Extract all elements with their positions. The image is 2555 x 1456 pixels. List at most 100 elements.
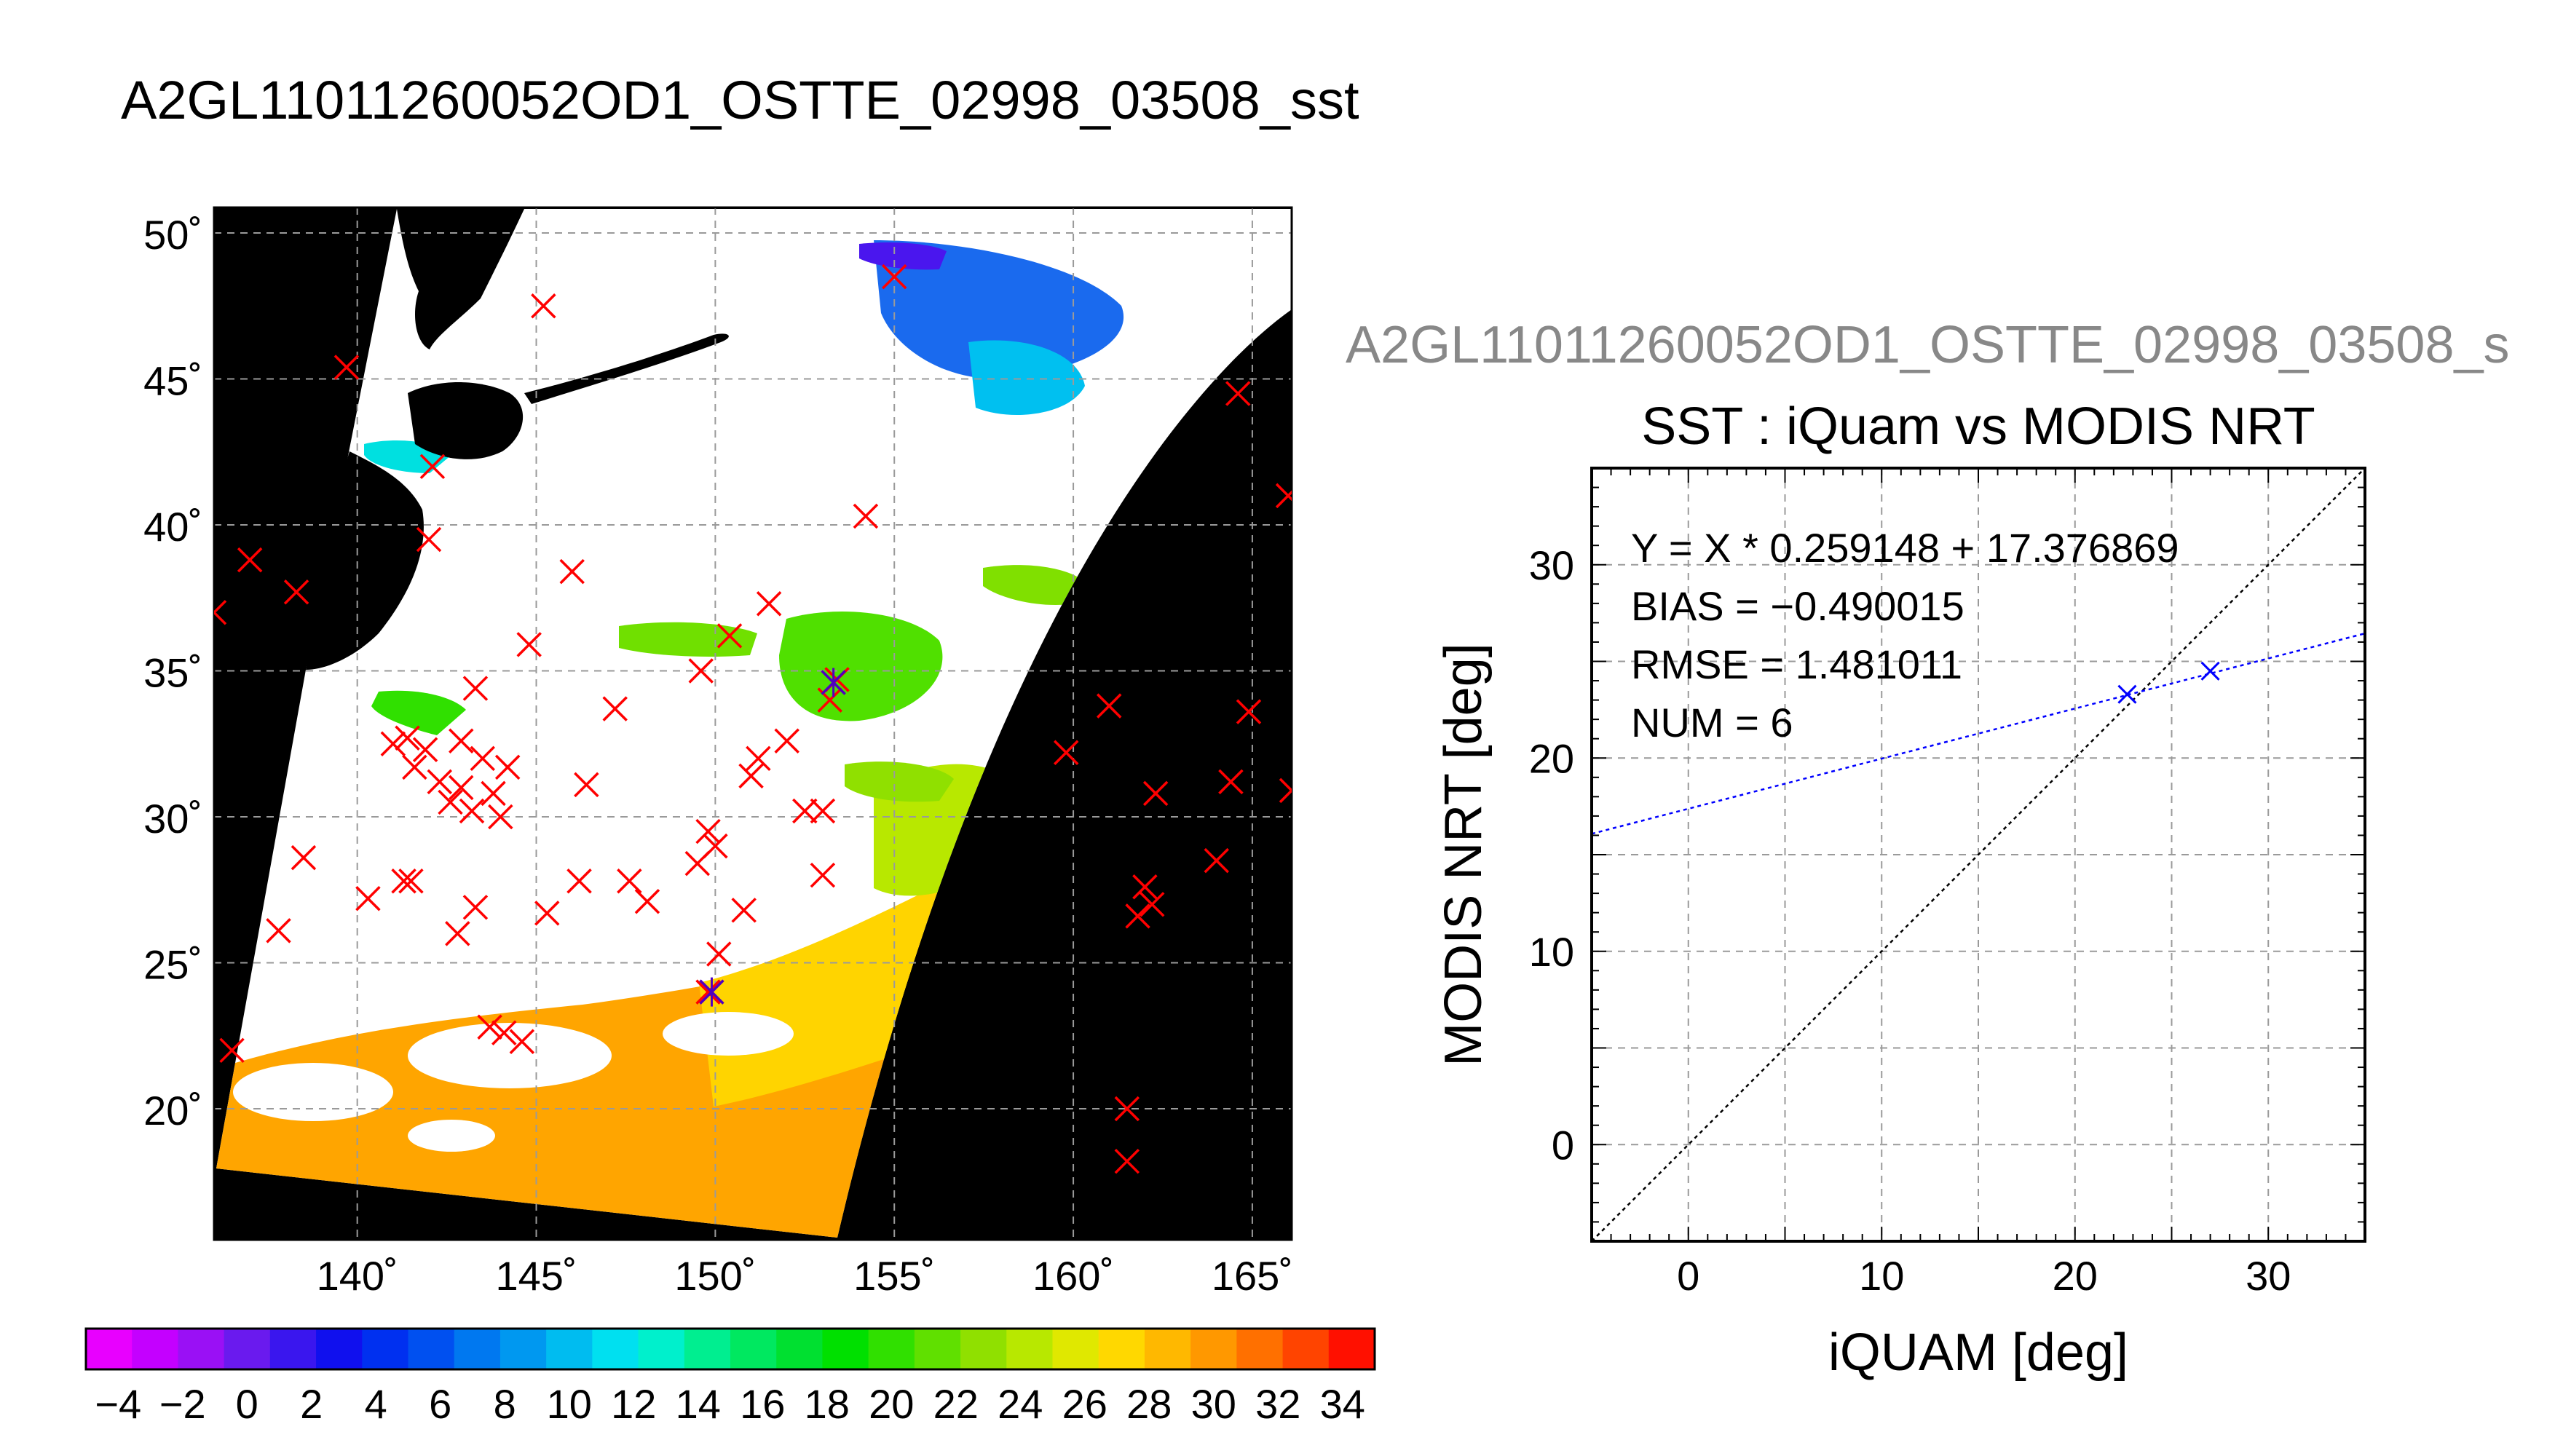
scatter-header: A2GL11011260052OD1_OSTTE_02998_03508_s xyxy=(1346,316,2510,374)
colorbar-tick-label: 8 xyxy=(494,1381,516,1427)
matchup-marker xyxy=(881,264,907,290)
colorbar-tick-label: 26 xyxy=(1062,1381,1107,1427)
matchup-marker xyxy=(237,547,263,573)
colorbar-segment xyxy=(730,1329,777,1369)
sst-map-panel: 50˚ 45˚ 40˚ 35˚ 30˚ 25˚ 20˚ 140˚ 145˚ 150˚ 155˚ 16… xyxy=(84,206,1376,1427)
colorbar-segment xyxy=(1236,1329,1284,1369)
map-lon-label: 165˚ xyxy=(1212,1253,1293,1299)
matchup-marker xyxy=(481,780,506,807)
colorbar-tick-label: 12 xyxy=(611,1381,656,1427)
sst-patch-violet xyxy=(859,242,947,270)
matchup-marker xyxy=(380,731,406,756)
plot-annotations: Y = X * 0.259148 + 17.376869 BIAS = −0.49… xyxy=(1631,525,2179,745)
matchup-marker xyxy=(419,454,446,480)
matchup-marker xyxy=(488,804,513,830)
colorbar-tick-label: 14 xyxy=(676,1381,721,1427)
matchup-marker xyxy=(438,789,463,815)
matchup-marker xyxy=(534,901,560,926)
sst-patch-green-2 xyxy=(619,622,757,657)
colorbar-segment xyxy=(960,1329,1007,1369)
scatter-point xyxy=(2200,661,2220,681)
colorbar-segment xyxy=(1282,1329,1330,1369)
colorbar-frame xyxy=(84,1327,1376,1371)
matchup-marker xyxy=(1125,903,1150,929)
colorbar-segment xyxy=(1144,1329,1191,1369)
colorbar xyxy=(84,1327,1376,1371)
colorbar-tick-label: 30 xyxy=(1191,1381,1236,1427)
map-lon-label: 155˚ xyxy=(853,1253,935,1299)
y-axis-label: MODIS NRT [deg] xyxy=(1434,643,1493,1067)
matchup-marker xyxy=(756,591,782,617)
sst-patch-green-5 xyxy=(845,761,954,802)
map-lat-label: 35˚ xyxy=(143,650,202,696)
y-tick-label: 20 xyxy=(1529,735,1574,781)
matchup-marker xyxy=(695,818,721,844)
matchup-marker xyxy=(494,754,521,780)
colorbar-tick-label: −4 xyxy=(95,1381,141,1427)
colorbar-segment xyxy=(224,1329,271,1369)
map-lat-label: 40˚ xyxy=(143,504,202,550)
scatter-point xyxy=(2117,684,2137,704)
colorbar-tick-label: 6 xyxy=(429,1381,451,1427)
colorbar-tick-label: 28 xyxy=(1126,1381,1172,1427)
map-lon-label: 145˚ xyxy=(495,1253,577,1299)
matchup-marker xyxy=(1053,740,1079,766)
colorbar-tick-label: 32 xyxy=(1255,1381,1300,1427)
matchup-marker xyxy=(291,844,317,871)
colorbar-tick-label: 22 xyxy=(933,1381,979,1427)
matchup-marker xyxy=(470,745,496,772)
land-honshu xyxy=(306,451,424,670)
plot-annotation: BIAS = −0.490015 xyxy=(1631,583,1964,629)
matchup-marker xyxy=(1275,483,1292,509)
colorbar-segment xyxy=(1006,1329,1053,1369)
matchup-marker xyxy=(617,868,642,894)
matchup-marker xyxy=(602,696,628,721)
map-lat-label: 45˚ xyxy=(143,358,202,404)
x-axis-label: iQUAM [deg] xyxy=(1828,1324,2128,1382)
matchup-marker xyxy=(509,1029,535,1055)
matchup-marker xyxy=(427,769,453,795)
colorbar-segment xyxy=(499,1329,547,1369)
matchup-marker xyxy=(266,918,291,943)
matchup-marker xyxy=(477,1014,502,1040)
matchup-marker xyxy=(283,579,309,605)
matchup-marker xyxy=(574,772,599,798)
colorbar-segment xyxy=(132,1329,178,1369)
plot-axis-ticks: 0 10 20 30 0 10 20 30 xyxy=(1529,467,2366,1299)
land-hokkaido xyxy=(408,382,524,459)
matchup-marker xyxy=(462,676,489,701)
colorbar-segment xyxy=(1052,1329,1099,1369)
matchup-marker xyxy=(531,293,556,319)
chart-title: SST : iQuam vs MODIS NRT xyxy=(1641,397,2315,456)
matchup-markers xyxy=(214,264,1292,1174)
sst-patch-green-4 xyxy=(983,565,1085,605)
one-to-one-line xyxy=(1592,468,2365,1241)
colorbar-segment xyxy=(1190,1329,1237,1369)
colorbar-segment xyxy=(546,1329,593,1369)
cloud-blob xyxy=(408,1023,612,1088)
colorbar-segment xyxy=(178,1329,225,1369)
matchup-marker xyxy=(391,868,416,894)
matchup-marker xyxy=(449,728,474,753)
plot-annotation: RMSE = 1.481011 xyxy=(1631,641,1962,687)
plot-annotation: NUM = 6 xyxy=(1631,700,1793,745)
matchup-marker xyxy=(731,898,757,923)
matchup-marker xyxy=(214,600,227,625)
colorbar-tick-label: 20 xyxy=(869,1381,914,1427)
plot-lines xyxy=(1592,468,2365,1241)
colorbar-tick-label: 24 xyxy=(998,1381,1043,1427)
plot-annotation: Y = X * 0.259148 + 17.376869 xyxy=(1631,525,2179,571)
map-frame xyxy=(213,206,1293,1241)
y-tick-label: 10 xyxy=(1529,929,1574,975)
sst-patch-blue xyxy=(874,240,1124,379)
colorbar-segment xyxy=(408,1329,455,1369)
matchup-marker xyxy=(792,798,818,824)
map-latitude-labels: 50˚ 45˚ 40˚ 35˚ 30˚ 25˚ 20˚ xyxy=(143,212,202,1133)
matchup-marker xyxy=(738,763,764,789)
colorbar-segment xyxy=(362,1329,408,1369)
colorbar-tick-label: 16 xyxy=(740,1381,785,1427)
colorbar-segment xyxy=(86,1329,133,1369)
sst-patch-green xyxy=(779,612,943,721)
x-tick-label: 30 xyxy=(2246,1253,2291,1299)
